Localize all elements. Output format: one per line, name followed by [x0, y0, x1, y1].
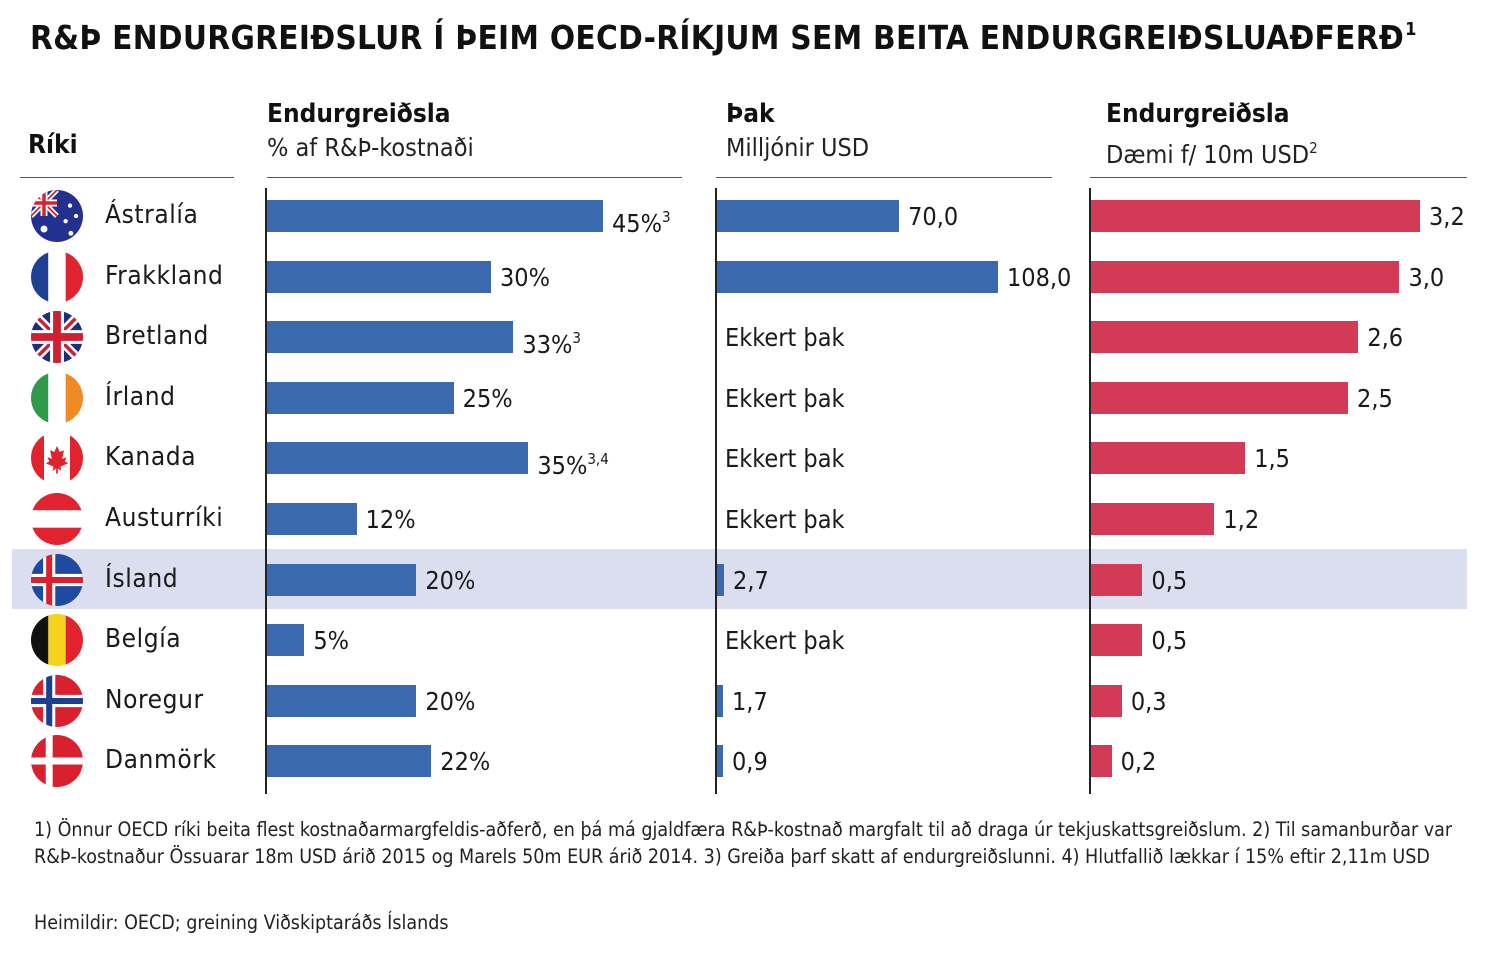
country-label: Noregur	[105, 684, 204, 715]
country-label: Írland	[105, 381, 176, 412]
bar-series-1	[267, 260, 491, 293]
data-label: 0,9	[732, 747, 768, 777]
rate-axis-line	[265, 188, 267, 794]
bar-series-3	[1091, 381, 1349, 414]
bar-series-1	[267, 624, 305, 657]
bar-series-1	[267, 684, 417, 717]
bar-series-1	[267, 321, 514, 354]
bar-series-1	[267, 563, 417, 596]
cap-header-rule	[716, 177, 1052, 178]
cap-axis-line	[715, 188, 717, 794]
data-label: 0,2	[1120, 747, 1157, 777]
data-label: 1,5	[1254, 444, 1290, 474]
country-label: Ísland	[105, 563, 179, 594]
bar-series-3	[1091, 624, 1143, 657]
data-label: 1,2	[1223, 505, 1260, 534]
france-flag-icon	[31, 250, 83, 303]
belgium-flag-icon	[31, 614, 83, 667]
canada-flag-icon	[31, 432, 83, 485]
bar-series-2	[717, 684, 723, 717]
data-label: 0,3	[1130, 686, 1167, 716]
country-column-header: Ríki	[28, 130, 78, 160]
example-column-header: Endurgreiðsla Dæmi f/ 10m USD2	[1106, 99, 1318, 169]
bar-series-2	[717, 745, 723, 778]
norway-flag-icon	[31, 674, 83, 727]
data-label: 20%	[425, 565, 476, 595]
data-label: 5%	[313, 626, 350, 656]
data-label: 12%	[365, 505, 416, 534]
data-label: 2,7	[733, 565, 769, 595]
data-label: 0,5	[1151, 626, 1188, 656]
bar-series-3	[1091, 321, 1359, 354]
bar-series-3	[1091, 684, 1122, 717]
example-header-rule	[1090, 177, 1467, 178]
source-note: Heimildir: OECD; greining Viðskiptaráðs …	[34, 911, 449, 934]
country-label: Ástralía	[105, 200, 199, 230]
ireland-flag-icon	[31, 371, 83, 424]
data-label: 45%3	[612, 208, 671, 238]
country-label: Danmörk	[105, 745, 217, 776]
data-label: 3,2	[1429, 202, 1465, 231]
bar-series-3	[1091, 442, 1246, 475]
data-label: 2,6	[1367, 323, 1404, 353]
data-label: 25%	[462, 383, 513, 413]
data-label: Ekkert þak	[725, 383, 845, 413]
highlight-row-iceland	[12, 549, 1467, 609]
denmark-flag-icon	[31, 735, 83, 788]
rate-header-rule	[267, 177, 682, 178]
bar-series-3	[1091, 260, 1400, 293]
data-label: 2,5	[1357, 383, 1393, 413]
bar-series-1	[267, 745, 432, 778]
country-label: Belgía	[105, 624, 182, 655]
austria-flag-icon	[31, 493, 83, 545]
cap-column-header: Þak Milljónir USD	[726, 99, 870, 162]
bar-series-3	[1091, 200, 1420, 232]
bar-series-1	[267, 503, 357, 535]
country-header-rule	[20, 177, 234, 178]
data-label: Ekkert þak	[725, 323, 845, 353]
uk-flag-icon	[31, 311, 83, 364]
country-label: Austurríki	[105, 503, 224, 533]
bar-series-3	[1091, 563, 1143, 596]
data-label: 108,0	[1007, 262, 1072, 292]
data-label: 70,0	[908, 202, 959, 231]
chart-title: R&Þ ENDURGREIÐSLUR Í ÞEIM OECD-RÍKJUM SE…	[30, 18, 1417, 57]
data-label: 22%	[440, 747, 491, 777]
bar-series-1	[267, 381, 454, 414]
bar-series-1	[267, 200, 603, 232]
data-label: 1,7	[732, 686, 768, 716]
data-label: 35%3,4	[537, 450, 609, 481]
bar-series-3	[1091, 503, 1215, 535]
country-label: Kanada	[105, 442, 197, 473]
bar-series-2	[717, 200, 900, 232]
data-label: 20%	[425, 686, 476, 716]
footnote: 1) Önnur OECD ríki beita flest kostnaðar…	[34, 818, 1453, 868]
australia-flag-icon	[31, 190, 83, 242]
bar-series-2	[717, 260, 998, 293]
bar-series-2	[717, 563, 725, 596]
data-label: 33%3	[522, 329, 581, 360]
country-label: Bretland	[105, 321, 209, 352]
data-label: Ekkert þak	[725, 444, 845, 474]
data-label: Ekkert þak	[725, 505, 845, 534]
bar-series-1	[267, 442, 529, 475]
data-label: 30%	[500, 262, 550, 292]
data-label: 3,0	[1408, 262, 1445, 292]
country-label: Frakkland	[105, 260, 224, 291]
example-axis-line	[1089, 188, 1091, 794]
data-label: Ekkert þak	[725, 626, 845, 656]
rate-column-header: Endurgreiðsla % af R&Þ-kostnaði	[267, 99, 474, 162]
data-label: 0,5	[1151, 565, 1188, 595]
iceland-flag-icon	[31, 553, 83, 606]
bar-series-3	[1091, 745, 1112, 778]
